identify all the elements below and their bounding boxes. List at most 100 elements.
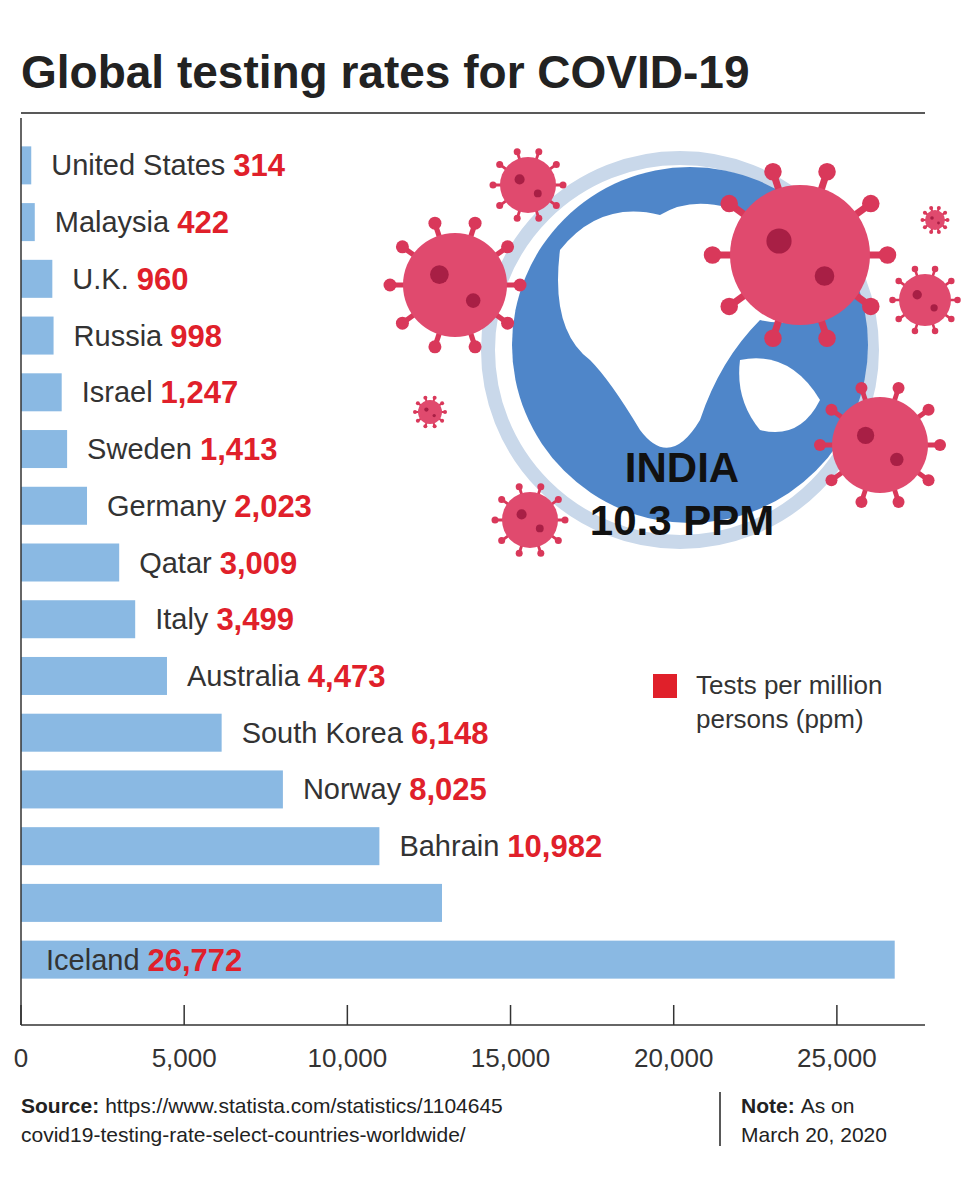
virus-knob [553, 202, 560, 209]
category-label: Norway [303, 773, 402, 805]
virus-knob [433, 396, 437, 400]
category-label: Sweden [87, 433, 192, 465]
note-label: Note: [741, 1094, 795, 1117]
bar [21, 827, 379, 865]
virus-knob [560, 182, 567, 189]
x-tick-label: 15,000 [471, 1043, 551, 1073]
value-label: 26,772 [148, 943, 243, 978]
virus-icon [492, 483, 569, 557]
virus-body [899, 274, 951, 326]
bar [21, 600, 135, 638]
virus-knob [895, 278, 902, 285]
virus-icon [490, 148, 567, 222]
virus-knob [501, 240, 514, 253]
virus-spot [766, 228, 791, 253]
virus-knob [943, 225, 947, 229]
virus-knob [469, 217, 482, 230]
virus-knob [492, 517, 499, 524]
virus-knob [498, 537, 505, 544]
bar-label: Qatar3,009 [139, 546, 297, 581]
category-label: Germany [107, 490, 227, 522]
virus-knob [825, 474, 837, 486]
virus-knob [912, 266, 919, 273]
note-text: March 20, 2020 [741, 1123, 887, 1146]
virus-knob [396, 317, 409, 330]
note-text: As on [801, 1094, 855, 1117]
virus-spot [536, 524, 544, 532]
virus-spot [466, 293, 481, 308]
bar [21, 657, 167, 695]
virus-spot [433, 414, 436, 417]
virus-knob [825, 404, 837, 416]
virus-spot [930, 304, 937, 311]
virus-knob [514, 215, 521, 222]
virus-knob [862, 298, 880, 316]
value-label: 10,982 [507, 829, 602, 864]
virus-knob [537, 483, 544, 490]
virus-knob [895, 316, 902, 323]
value-label: 1,413 [200, 432, 278, 467]
value-label: 960 [137, 262, 189, 297]
virus-knob [929, 230, 933, 234]
virus-knob [720, 298, 738, 316]
category-label: Malaysia [55, 206, 170, 238]
bar [21, 430, 67, 468]
virus-knob [923, 211, 927, 215]
virus-knob [937, 206, 941, 210]
virus-knob [764, 329, 782, 347]
bar [21, 884, 442, 922]
bar [21, 941, 895, 979]
bar-label: Iceland26,772 [46, 943, 242, 978]
bar [21, 260, 52, 298]
virus-knob [814, 439, 826, 451]
category-label: Russia [74, 320, 164, 352]
virus-knob [923, 404, 935, 416]
virus-knob [423, 396, 427, 400]
virus-spot [857, 427, 874, 444]
category-label: Bahrain [399, 830, 499, 862]
virus-knob [855, 382, 867, 394]
category-label: Qatar [139, 547, 212, 579]
value-label: 2,023 [234, 489, 312, 524]
category-label: Iceland [46, 944, 140, 976]
footer-divider [719, 1092, 721, 1146]
x-tick [510, 1005, 512, 1025]
category-label: South Korea [242, 717, 404, 749]
virus-knob [932, 266, 939, 273]
virus-knob [555, 537, 562, 544]
x-tick [836, 1005, 838, 1025]
virus-knob [862, 195, 880, 213]
category-label: U.K. [72, 263, 128, 295]
virus-knob [912, 328, 919, 335]
page: Global testing rates for COVID-19INDIA10… [0, 0, 973, 1187]
x-tick [20, 1005, 22, 1025]
virus-icon [921, 206, 950, 234]
virus-icon [704, 163, 897, 347]
virus-knob [498, 496, 505, 503]
virus-knob [923, 225, 927, 229]
virus-spot [430, 265, 449, 284]
source-text: covid19-testing-rate-select-countries-wo… [21, 1123, 466, 1146]
virus-knob [469, 340, 482, 353]
globe-ring [488, 158, 872, 542]
virus-knob [704, 246, 722, 264]
value-label: 1,247 [161, 375, 239, 410]
value-label: 314 [233, 148, 285, 183]
virus-spot [515, 174, 525, 184]
virus-knob [413, 410, 417, 414]
x-tick-label: 10,000 [308, 1043, 388, 1073]
virus-body [832, 397, 928, 493]
bar [21, 714, 222, 752]
virus-knob [937, 230, 941, 234]
virus-knob [893, 382, 905, 394]
category-label: Italy [155, 603, 209, 635]
virus-body [502, 492, 558, 548]
virus-knob [501, 317, 514, 330]
category-label: Australia [187, 660, 301, 692]
virus-knob [948, 316, 955, 323]
virus-knob [416, 419, 420, 423]
value-label: 422 [177, 205, 229, 240]
virus-icon [384, 217, 527, 354]
virus-knob [555, 496, 562, 503]
virus-knob [562, 517, 569, 524]
